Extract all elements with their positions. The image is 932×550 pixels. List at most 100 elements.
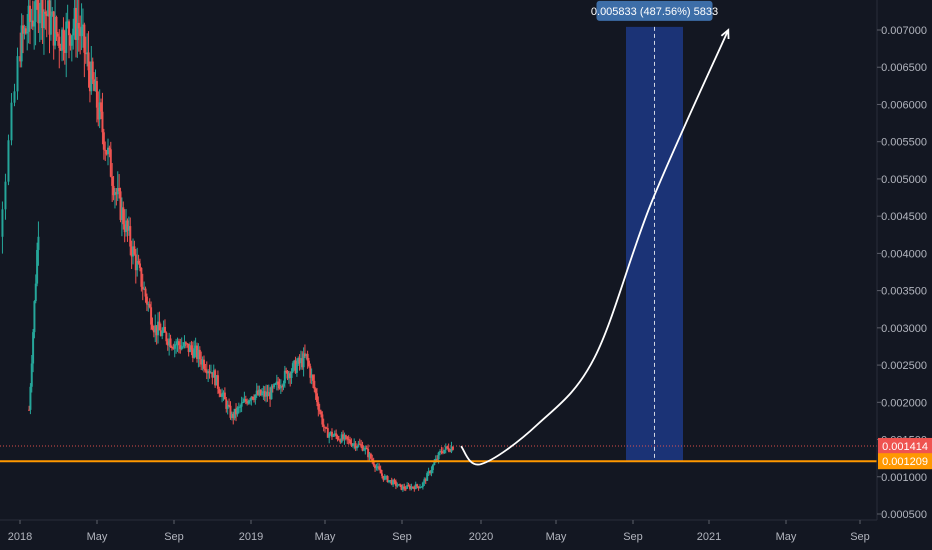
candle-body [20,25,23,62]
candle-body [343,435,346,440]
candle-body [243,399,246,402]
price-tick-label: 0.007000 [881,25,927,37]
candle-body [157,321,160,336]
candle-body [33,21,36,27]
candle-body [134,254,137,271]
candle-body [404,488,407,490]
candle-body [65,21,68,53]
price-tick-label: 0.006500 [881,62,927,74]
candle-body [427,471,430,474]
candle-body [244,399,247,402]
candle-body [311,375,314,381]
candle-body [113,192,116,196]
candle-body [379,469,382,474]
candle-body [275,381,278,384]
candle-body [298,358,301,364]
candle-body [154,325,157,333]
candle-body [24,28,27,34]
candle-body [100,102,103,112]
candle-body [394,481,397,486]
candle-body [346,436,349,440]
candle-body [326,428,329,438]
candle-body [19,56,22,62]
candle-body [28,409,31,411]
price-tick-label: 0.000500 [881,509,927,521]
candle-body [392,480,395,485]
time-tick-label: 2019 [239,531,263,543]
candle-body [194,345,197,349]
candle-body [70,35,73,46]
candle-body [237,406,240,408]
candle-body [378,466,381,470]
candle-body [353,443,356,445]
candle-body [355,446,358,449]
time-tick-label: Sep [392,531,412,543]
candle-body [54,17,57,46]
candle-body [137,260,140,264]
candle-body [450,446,453,452]
candle-body [182,346,185,348]
candle-body [221,394,224,397]
candle-body [68,21,71,36]
support-price-label: 0.001209 [882,456,928,468]
candle-body [328,433,331,438]
candle-body [143,288,146,290]
candle-body [372,461,375,466]
candle-body [32,332,35,364]
candle-body [41,0,44,29]
candle-body [59,47,62,51]
candle-body [108,147,111,150]
candle-body [169,338,172,348]
candle-body [393,480,396,482]
candle-body [56,33,59,37]
time-tick-label: Sep [850,531,870,543]
candle-body [383,476,386,480]
candle-body [279,386,282,389]
candle-body [330,431,333,437]
candle-body [1,209,4,237]
candle-body [368,453,371,458]
candle-body [240,402,243,407]
candle-body [361,444,364,451]
candle-body [390,480,393,485]
candle-body [98,102,101,120]
candle-body [281,386,284,388]
candle-body [305,353,308,357]
candle-body [375,467,378,469]
candle-body [215,375,218,386]
candle-body [80,26,83,37]
candle-body [248,400,251,402]
candle-body [111,176,114,186]
candle-body [449,450,452,452]
candle-body [339,439,342,443]
candle-body [409,485,412,489]
candle-body [123,224,126,233]
candle-body [299,358,302,364]
candle-body [136,260,139,271]
measure-label: 0.005833 (487.56%) 5833 [591,6,718,18]
time-tick-label: 2021 [697,531,721,543]
candle-body [254,394,257,400]
plot-area[interactable] [1,0,454,492]
candle-body [222,392,225,395]
candle-body [325,427,328,429]
candle-body [382,475,385,480]
candle-body [170,347,173,349]
candle-body [232,413,235,419]
candle-body [66,21,69,23]
candle-body [344,435,347,437]
candle-body [271,386,274,388]
candle-body [278,384,281,389]
candle-body [239,406,242,408]
candle-body [4,181,7,210]
time-axis[interactable]: 2018 May Sep 2019 May Sep 2020 May Sep 2021 May Sep [8,520,870,543]
projection-curve[interactable] [460,29,730,466]
candle-body [342,434,345,440]
candle-body [301,358,304,368]
price-axis[interactable]: 0.007000 0.006500 0.006000 0.005500 0.005000… [877,25,932,521]
time-tick-label: May [546,531,567,543]
candle-body [274,383,277,385]
candle-body [107,147,110,155]
candle-body [176,341,179,345]
